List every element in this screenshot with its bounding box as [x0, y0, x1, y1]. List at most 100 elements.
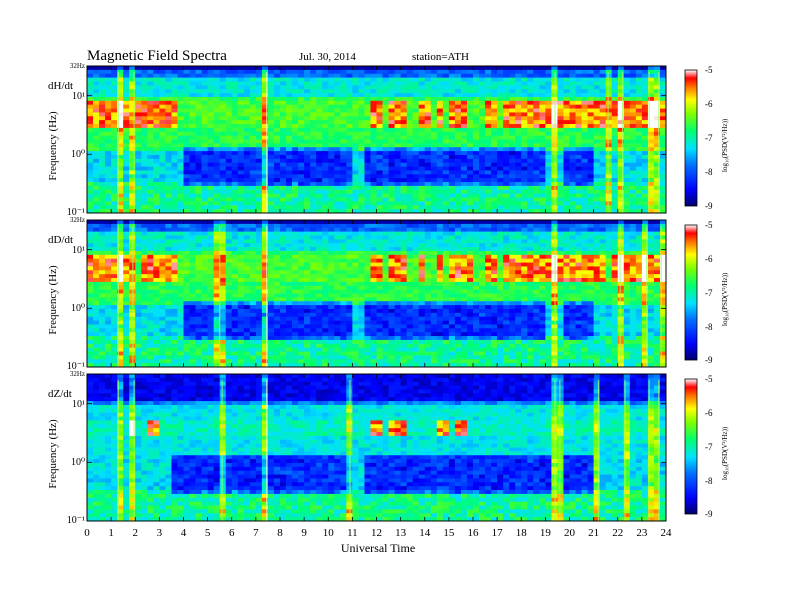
- spectrogram-cell: [304, 158, 311, 164]
- spectrogram-cell: [653, 154, 661, 160]
- spectrogram-cell: [593, 77, 601, 82]
- spectrogram-cell: [304, 154, 311, 160]
- spectrogram-cell: [394, 139, 401, 144]
- spectrogram-cell: [153, 281, 160, 287]
- spectrogram-cell: [629, 158, 637, 164]
- panel-label-dh: dH/dt: [48, 80, 73, 92]
- spectrogram-cell: [165, 93, 172, 98]
- spectrogram-cell: [105, 147, 112, 152]
- spectrogram-cell: [93, 73, 100, 78]
- spectrogram-cell: [629, 108, 637, 113]
- spectrogram-cell: [593, 158, 601, 164]
- spectrogram-cell: [400, 116, 408, 121]
- spectrogram-cell: [201, 227, 208, 232]
- spectrogram-cell: [93, 205, 100, 210]
- spectrogram-cell: [587, 147, 594, 152]
- spectrogram-cell: [310, 170, 317, 175]
- spectrogram-cell: [412, 66, 420, 71]
- spectrogram-cell: [177, 135, 184, 140]
- spectrogram-cell: [153, 363, 160, 368]
- spectrogram-cell: [659, 193, 667, 198]
- spectrogram-cell: [99, 316, 106, 321]
- spectrogram-cell: [255, 305, 263, 310]
- spectrogram-cell: [123, 158, 130, 164]
- spectrogram-cell: [346, 96, 353, 102]
- spectrogram-cell: [340, 120, 347, 125]
- spectrogram-cell: [539, 77, 546, 82]
- spectrogram-cell: [442, 158, 450, 164]
- spectrogram-cell: [177, 174, 184, 179]
- spectrogram-cell: [135, 81, 142, 86]
- spectrogram-cell: [171, 223, 178, 229]
- spectrogram-cell: [388, 81, 395, 86]
- spectrogram-cell: [93, 220, 100, 225]
- spectrogram-cell: [273, 285, 281, 290]
- spectrogram-cell: [400, 112, 408, 117]
- spectrogram-cell: [418, 66, 426, 71]
- spectrogram-cell: [201, 162, 208, 167]
- spectrogram-cell: [298, 100, 305, 106]
- spectrogram-cell: [364, 112, 371, 117]
- spectrogram-cell: [527, 182, 534, 187]
- spectrogram-cell: [225, 100, 233, 106]
- spectrogram-cell: [111, 185, 118, 191]
- spectrogram-cell: [647, 89, 655, 94]
- spectrogram-cell: [129, 205, 136, 210]
- spectrogram-cell: [99, 274, 106, 279]
- spectrogram-cell: [328, 170, 335, 175]
- spectrogram-cell: [509, 197, 516, 202]
- spectrogram-cell: [647, 85, 655, 90]
- spectrogram-cell: [93, 270, 100, 275]
- spectrogram-cell: [213, 328, 221, 333]
- spectrogram-cell: [364, 66, 371, 71]
- spectrogram-cell: [195, 85, 202, 90]
- spectrogram-cell: [485, 151, 492, 156]
- spectrogram-cell: [280, 316, 287, 321]
- spectrogram-cell: [497, 120, 504, 125]
- spectrogram-cell: [177, 96, 184, 102]
- spectrogram-cell: [623, 89, 631, 94]
- spectrogram-cell: [153, 312, 160, 318]
- spectrogram-cell: [105, 135, 112, 140]
- spectrogram-cell: [352, 193, 359, 198]
- spectrogram-cell: [400, 205, 408, 210]
- spectrogram-cell: [629, 100, 637, 106]
- spectrogram-cell: [617, 120, 625, 125]
- spectrogram-cell: [207, 297, 215, 302]
- spectrogram-cell: [129, 81, 136, 86]
- spectrogram-cell: [527, 147, 534, 152]
- spectrogram-cell: [527, 201, 534, 206]
- spectrogram-cell: [159, 66, 166, 71]
- spectrogram-cell: [527, 120, 534, 125]
- spectrogram-cell: [364, 139, 371, 144]
- spectrogram-cell: [177, 143, 184, 148]
- spectrogram-cell: [213, 162, 221, 167]
- spectrogram-cell: [267, 69, 275, 75]
- spectrogram-cell: [310, 81, 317, 86]
- spectrogram-cell: [135, 336, 142, 341]
- spectrogram-cell: [641, 89, 649, 94]
- spectrogram-cell: [346, 154, 353, 160]
- spectrogram-cell: [267, 336, 275, 341]
- spectrogram-cell: [273, 343, 281, 349]
- spectrogram-cell: [581, 143, 588, 148]
- spectrogram-cell: [225, 220, 233, 225]
- spectrogram-cell: [388, 147, 395, 152]
- spectrogram-cell: [587, 66, 594, 71]
- spectrogram-cell: [87, 220, 94, 225]
- spectrogram-cell: [219, 351, 227, 356]
- spectrogram-cell: [653, 185, 661, 191]
- spectrogram-cell: [647, 170, 655, 175]
- spectrogram-cell: [298, 120, 305, 125]
- spectrogram-cell: [105, 297, 112, 302]
- spectrogram-cell: [249, 336, 257, 341]
- spectrogram-cell: [219, 81, 227, 86]
- spectrogram-cell: [219, 312, 227, 318]
- spectrogram-cell: [87, 201, 94, 206]
- spectrogram-cell: [587, 77, 594, 82]
- spectrogram-cell: [466, 112, 474, 117]
- spectrogram-cell: [593, 85, 601, 90]
- spectrogram-cell: [111, 151, 118, 156]
- spectrogram-cell: [485, 197, 492, 202]
- spectrogram-cell: [201, 293, 208, 298]
